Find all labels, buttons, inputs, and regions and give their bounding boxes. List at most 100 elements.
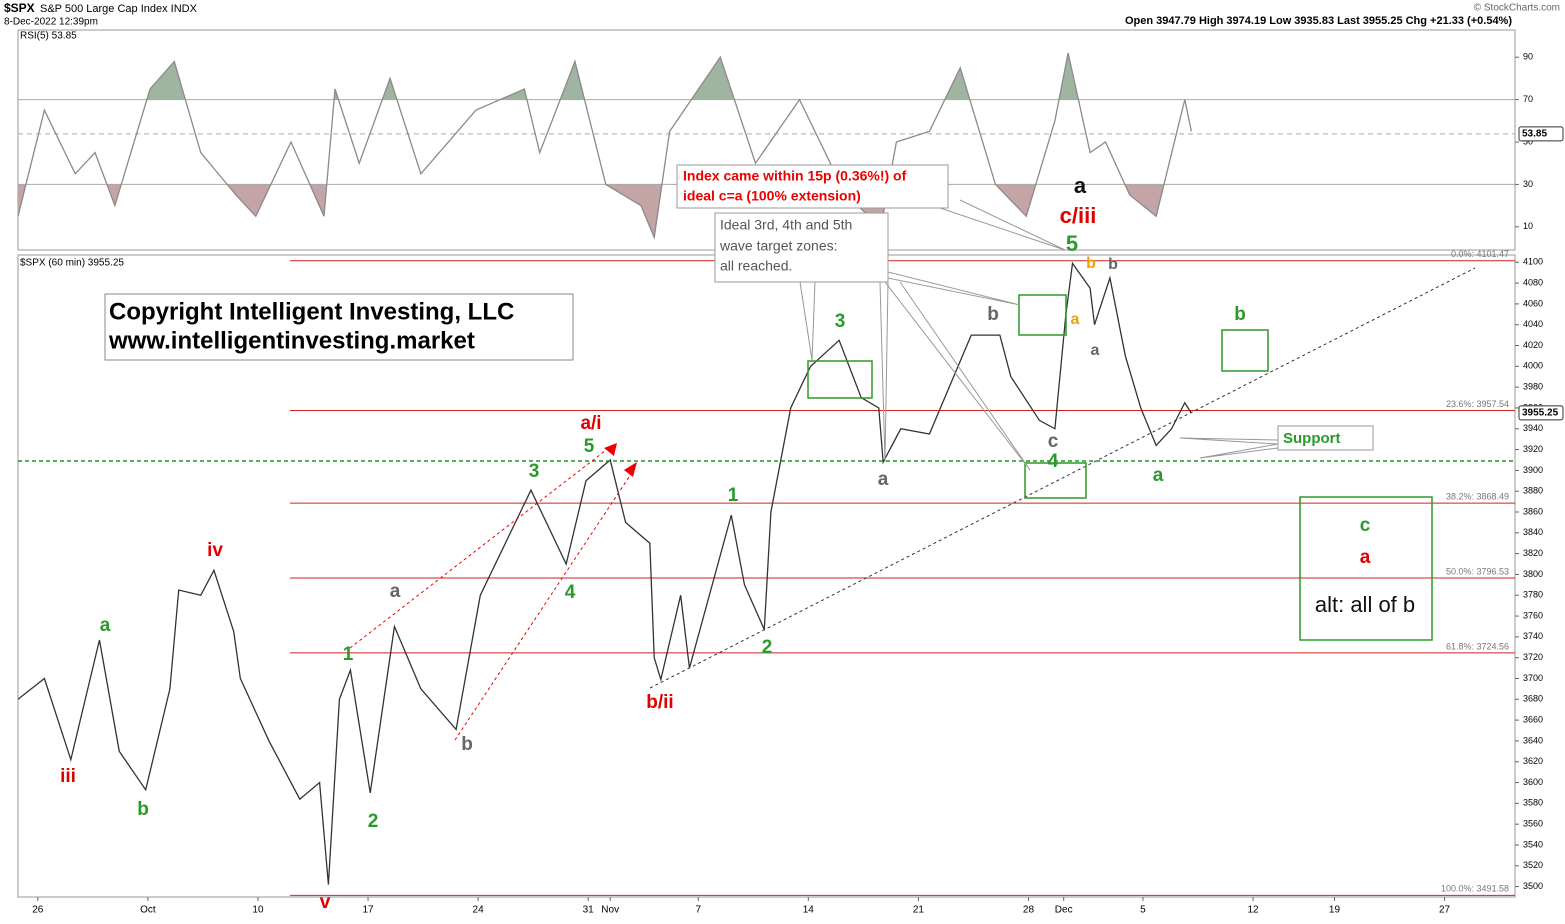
fib-label: 23.6%: 3957.54 (1446, 399, 1509, 409)
y-tick-label: 3860 (1523, 506, 1543, 516)
last-value-box (1518, 126, 1564, 142)
y-tick-label: 3760 (1523, 610, 1543, 620)
wave-label: iii (60, 766, 76, 787)
series-line (17, 52, 1193, 240)
callout-text: all reached. (720, 258, 792, 274)
y-tick-label: 30 (1523, 179, 1533, 189)
wave-label: b/ii (646, 692, 673, 713)
annotations: Copyright Intelligent Investing, LLC www… (18, 164, 1515, 741)
ohlc: Open 3947.79 High 3974.19 Low 3935.83 La… (1125, 15, 1512, 27)
x-tick-label: 27 (1439, 905, 1451, 916)
y-tick-label: 3600 (1523, 777, 1543, 787)
alt-label: alt: all of b (1315, 592, 1415, 617)
wave-label: c (1360, 515, 1371, 536)
y-tick-label: 4040 (1523, 319, 1543, 329)
wave-label: 2 (368, 811, 379, 832)
y-tick-label: 3800 (1523, 569, 1543, 579)
x-tick-label: Oct (140, 905, 156, 916)
wave-label: b (1108, 256, 1118, 273)
wave-label: a (1071, 311, 1080, 328)
last-value-label: 3955.25 (1522, 408, 1559, 419)
wave-label: a (1074, 173, 1087, 198)
wave-label: a (100, 615, 111, 636)
wave-label: 1 (728, 485, 739, 506)
support-label: Support (1283, 430, 1341, 447)
y-tick-label: 3620 (1523, 756, 1543, 766)
arrow-head (604, 443, 617, 456)
x-tick-label: 10 (252, 905, 264, 916)
y-tick-label: 70 (1523, 94, 1533, 104)
y-tick-label: 3720 (1523, 652, 1543, 662)
y-tick-label: 3900 (1523, 465, 1543, 475)
wave-label: 5 (584, 436, 595, 457)
y-tick-label: 90 (1523, 52, 1533, 62)
trendline (649, 267, 1476, 689)
wave-label: c/iii (1060, 203, 1097, 228)
x-tick-label: 19 (1329, 905, 1341, 916)
x-tick-label: 28 (1023, 905, 1035, 916)
wave-label: v (320, 892, 331, 913)
y-tick-label: 3880 (1523, 486, 1543, 496)
x-tick-label: 26 (32, 905, 44, 916)
x-tick-label: 24 (473, 905, 485, 916)
y-tick-label: 4000 (1523, 361, 1543, 371)
credit: © StockCharts.com (1474, 3, 1560, 14)
target-zone (1024, 462, 1087, 499)
callout-text: ideal c=a (100% extension) (683, 188, 861, 204)
wave-label: b (987, 304, 999, 325)
rsi-title: RSI(5) 53.85 (20, 31, 77, 42)
wave-label: 1 (343, 644, 354, 665)
wave-label: a/i (580, 413, 601, 434)
callout-text: Ideal 3rd, 4th and 5th (720, 217, 852, 233)
y-tick-label: 10 (1523, 221, 1533, 231)
fib-label: 100.0%: 3491.58 (1441, 884, 1509, 894)
channel-line (349, 446, 611, 649)
target-zone (1299, 496, 1433, 641)
price-title: $SPX (60 min) 3955.25 (20, 258, 124, 269)
x-tick-label: 21 (913, 905, 925, 916)
wave-label: 4 (1048, 451, 1059, 472)
callout-text: wave target zones: (719, 238, 838, 254)
y-tick-label: 3560 (1523, 819, 1543, 829)
callout-pointers (799, 271, 1031, 471)
target-zone (1221, 329, 1269, 372)
y-tick-label: 3780 (1523, 590, 1543, 600)
x-tick-label: 12 (1247, 905, 1259, 916)
copyright: Copyright Intelligent Investing, LLC (109, 298, 514, 325)
wave-label: b (461, 734, 473, 755)
y-tick-label: 3820 (1523, 548, 1543, 558)
copyright: www.intelligentinvesting.market (108, 327, 475, 354)
wave-labels: iii b a iv v 1 2 a b 3 4 5 a/i b/ii 1 2 … (60, 173, 1371, 913)
x-tick-label: Dec (1055, 905, 1073, 916)
x-tick-label: 31 (583, 905, 595, 916)
callout-pointer (939, 199, 1066, 251)
x-tick-label: 5 (1140, 905, 1146, 916)
y-tick-label: 3840 (1523, 527, 1543, 537)
y-tick-label: 3920 (1523, 444, 1543, 454)
target-zone (1018, 294, 1067, 336)
oversold-fill (18, 184, 1192, 238)
wave-label: a (1153, 465, 1164, 486)
callout-box (714, 212, 889, 283)
fib-label: 0.0%: 4101.47 (1451, 249, 1509, 259)
y-tick-label: 3540 (1523, 839, 1543, 849)
callout-text: Index came within 15p (0.36%!) of (683, 168, 907, 184)
wave-label: a (1360, 547, 1371, 568)
last-value-box (1518, 405, 1564, 421)
y-tick-label: 4100 (1523, 257, 1543, 267)
last-value-label: 53.85 (1522, 128, 1547, 139)
y-tick-label: 3940 (1523, 423, 1543, 433)
y-tick-label: 3580 (1523, 798, 1543, 808)
wave-label: 3 (529, 461, 540, 482)
y-tick-label: 3520 (1523, 860, 1543, 870)
security-name: S&P 500 Large Cap Index INDX (40, 3, 198, 15)
support-box (1277, 425, 1374, 451)
wave-label: 5 (1066, 231, 1078, 256)
wave-label: a (390, 581, 401, 602)
copyright-box (104, 293, 574, 361)
y-tick-label: 3660 (1523, 714, 1543, 724)
wave-label: a (1091, 342, 1100, 359)
fib-label: 61.8%: 3724.56 (1446, 641, 1509, 651)
x-tick-label: 17 (362, 905, 374, 916)
